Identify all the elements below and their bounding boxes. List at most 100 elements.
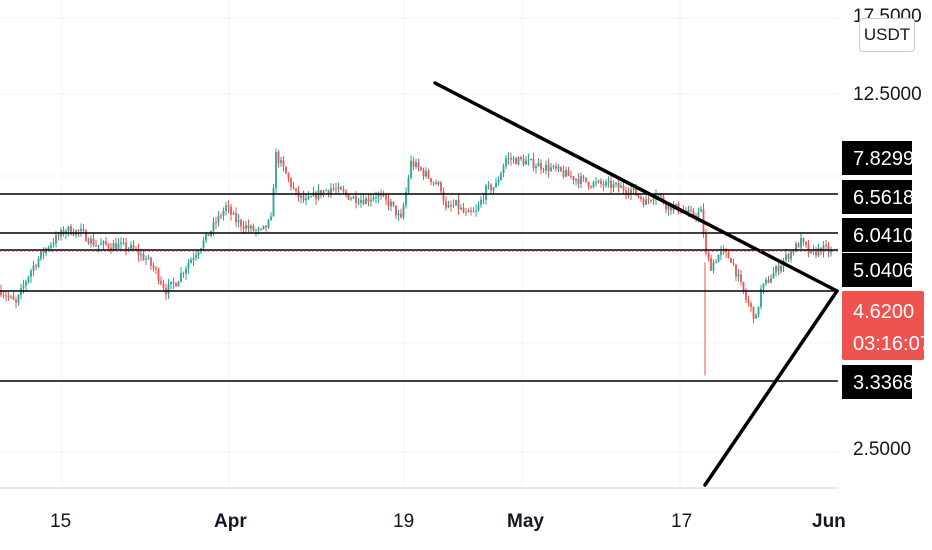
candle	[737, 268, 740, 282]
candle	[180, 266, 182, 283]
candle-body	[360, 199, 362, 203]
y-tick-12-5: 12.5000	[853, 84, 922, 105]
candle	[762, 283, 765, 295]
candle	[600, 178, 602, 188]
candle-body	[235, 212, 237, 223]
candle	[557, 164, 560, 173]
candle-body	[460, 207, 462, 210]
candle-body	[7, 296, 10, 298]
candle-body	[752, 306, 755, 319]
candle-body	[762, 283, 765, 289]
candle-body	[770, 278, 772, 283]
candle-body	[62, 229, 65, 235]
candle	[497, 176, 500, 186]
candle-body	[450, 205, 452, 207]
candle-body	[32, 265, 35, 271]
candle-body	[277, 151, 280, 164]
candle	[82, 224, 85, 233]
candle	[142, 249, 145, 261]
candle	[592, 180, 595, 189]
candle	[217, 211, 220, 227]
candle-body	[87, 241, 90, 244]
candle	[467, 208, 470, 213]
candle	[300, 194, 302, 204]
candle-body	[35, 265, 37, 267]
candle	[810, 250, 812, 254]
candle	[352, 195, 355, 199]
candle	[372, 194, 375, 202]
candle-body	[707, 253, 710, 259]
candle-body	[582, 176, 585, 178]
candle	[787, 252, 790, 263]
candle	[412, 156, 415, 171]
candle	[210, 230, 212, 238]
candle-body	[392, 201, 395, 206]
candle	[245, 220, 247, 233]
candle-body	[157, 269, 160, 281]
candle	[40, 251, 42, 262]
candle-body	[487, 184, 490, 186]
candle	[422, 167, 425, 181]
candle	[275, 148, 277, 193]
candle-body	[565, 169, 567, 177]
candle	[630, 184, 632, 201]
candle	[397, 209, 400, 221]
candle	[825, 239, 827, 251]
candle-body	[520, 157, 522, 159]
candle-body	[292, 186, 295, 189]
candle-body	[792, 251, 795, 253]
candle-body	[470, 210, 472, 212]
candle-body	[217, 215, 220, 223]
candle-body	[517, 157, 520, 165]
candle-body	[800, 237, 802, 248]
candle-body	[57, 235, 60, 237]
candle	[410, 155, 412, 180]
candle	[530, 158, 532, 161]
candle-body	[605, 181, 607, 186]
candle	[577, 173, 580, 189]
candle-body	[825, 245, 827, 247]
candle-body	[90, 238, 92, 244]
candle-body	[287, 173, 290, 179]
candle	[55, 231, 57, 248]
candle-body	[282, 160, 285, 167]
candle-body	[355, 196, 357, 203]
candle-body	[652, 199, 655, 201]
candle-body	[207, 234, 210, 237]
candle-body	[560, 166, 562, 172]
candle	[587, 181, 590, 190]
candle-body	[647, 199, 650, 201]
candle	[225, 201, 227, 216]
candle	[747, 295, 750, 307]
candle	[110, 242, 112, 254]
candle	[90, 235, 92, 248]
candle	[67, 225, 70, 237]
candle	[162, 279, 165, 291]
candle	[735, 264, 737, 282]
candle-body	[322, 190, 325, 196]
candle	[302, 190, 305, 203]
candle	[112, 239, 115, 250]
candle-body	[320, 190, 322, 196]
candle-body	[272, 188, 275, 217]
candle	[560, 166, 562, 173]
candle	[160, 276, 162, 286]
candle	[325, 188, 327, 192]
candle	[512, 155, 515, 164]
candle	[595, 177, 597, 187]
candle-body	[37, 258, 40, 267]
candle-body	[740, 274, 742, 282]
candle	[552, 164, 555, 170]
candle-body	[395, 205, 397, 216]
candle	[547, 158, 550, 178]
candle	[30, 268, 32, 283]
candle-body	[512, 158, 515, 160]
candle	[307, 191, 310, 200]
candle	[317, 184, 320, 201]
currency-button[interactable]: USDT	[859, 18, 915, 52]
candle-body	[112, 243, 115, 250]
candle-body	[357, 202, 360, 204]
candle-body	[775, 266, 777, 273]
candle-body	[402, 205, 405, 218]
